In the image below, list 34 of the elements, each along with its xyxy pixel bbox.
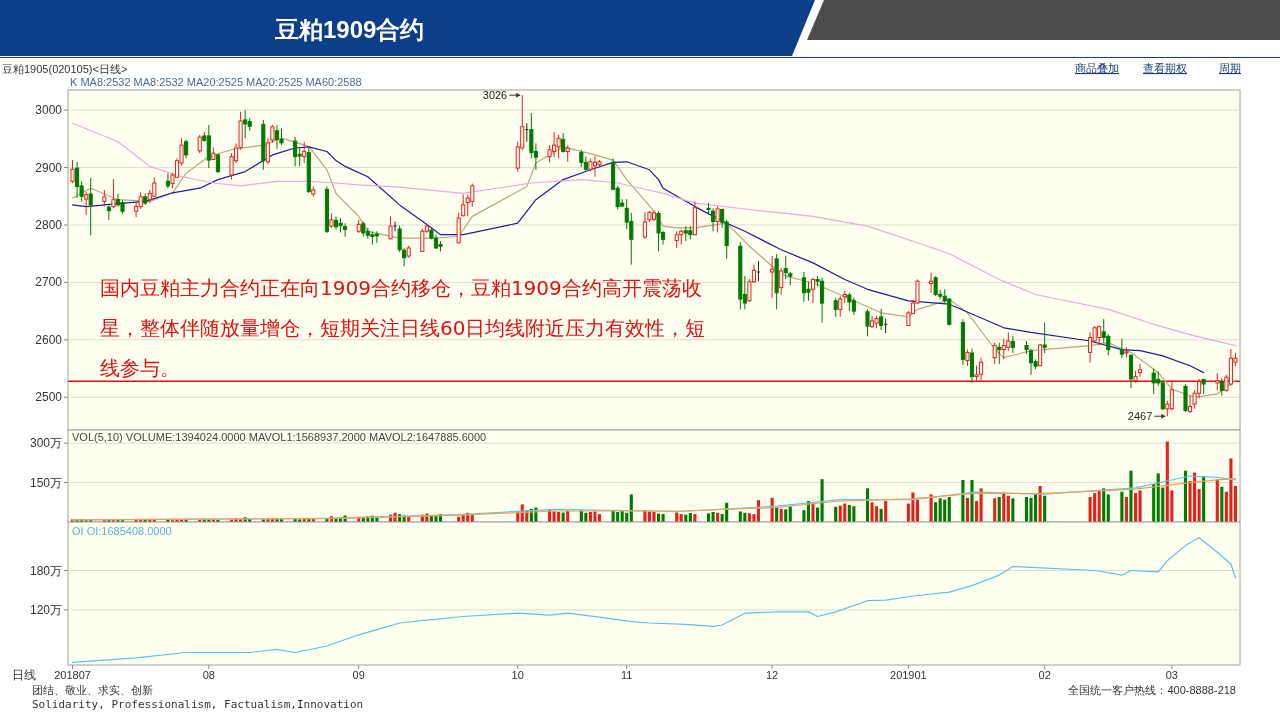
text: K MA8:2532 MA8:2532 MA20:2525 MA20:2525 MA60:2588: [70, 76, 362, 88]
x-axis-title: 日线: [12, 668, 36, 682]
x-tick-label: 03: [1165, 669, 1178, 681]
annotation: 2467: [1127, 410, 1153, 423]
y-tick-label: 3000: [35, 103, 63, 118]
x-tick-label: 09: [352, 669, 365, 681]
y-tick-label: 180万: [29, 563, 62, 578]
text: 周期: [1219, 62, 1241, 74]
annotation: OI OI:1685408.0000: [72, 525, 172, 537]
x-tick-label: 201901: [890, 669, 927, 681]
annotation: 国内豆粕主力合约正在向1909合约移仓，豆粕1909合约高开震荡收星，整体伴随放量增仓，短期关注日线60日均线附近压力有效性，短线参与。: [100, 275, 707, 382]
annotation: VOL(5,10) VOLUME:1394024.0000 MAVOL1:1568937.2000 MAVOL2:1647885.6000: [72, 431, 487, 443]
text: Solidarity, Professionalism, Factualism,Innovation: [32, 698, 364, 711]
y-tick-label: 2600: [35, 332, 63, 347]
text: 商品叠加: [1075, 62, 1119, 74]
annotation: 3026: [482, 89, 508, 102]
x-tick-label: 11: [621, 669, 633, 681]
y-tick-label: 2700: [35, 275, 63, 290]
text: 查看期权: [1143, 62, 1187, 74]
y-tick-label: 150万: [29, 475, 62, 490]
text: 全国统一客户热线：400-8888-218: [1068, 684, 1236, 696]
x-tick-label: 08: [202, 669, 215, 681]
y-tick-label: 300万: [29, 436, 62, 451]
x-tick-label: 12: [765, 669, 779, 681]
y-tick-label: 2900: [35, 160, 63, 175]
text: 团结、敬业、求实、创新: [32, 684, 153, 696]
text: 豆粕1905(020105)<日线>: [2, 63, 128, 75]
chart-title: 豆粕1909合约: [274, 16, 425, 43]
x-tick-label: 10: [511, 669, 524, 681]
y-tick-label: 2800: [35, 217, 63, 232]
x-tick-label: 201807: [54, 669, 91, 681]
y-tick-label: 2500: [35, 390, 63, 405]
y-tick-label: 120万: [29, 602, 62, 617]
x-tick-label: 02: [1038, 669, 1051, 681]
